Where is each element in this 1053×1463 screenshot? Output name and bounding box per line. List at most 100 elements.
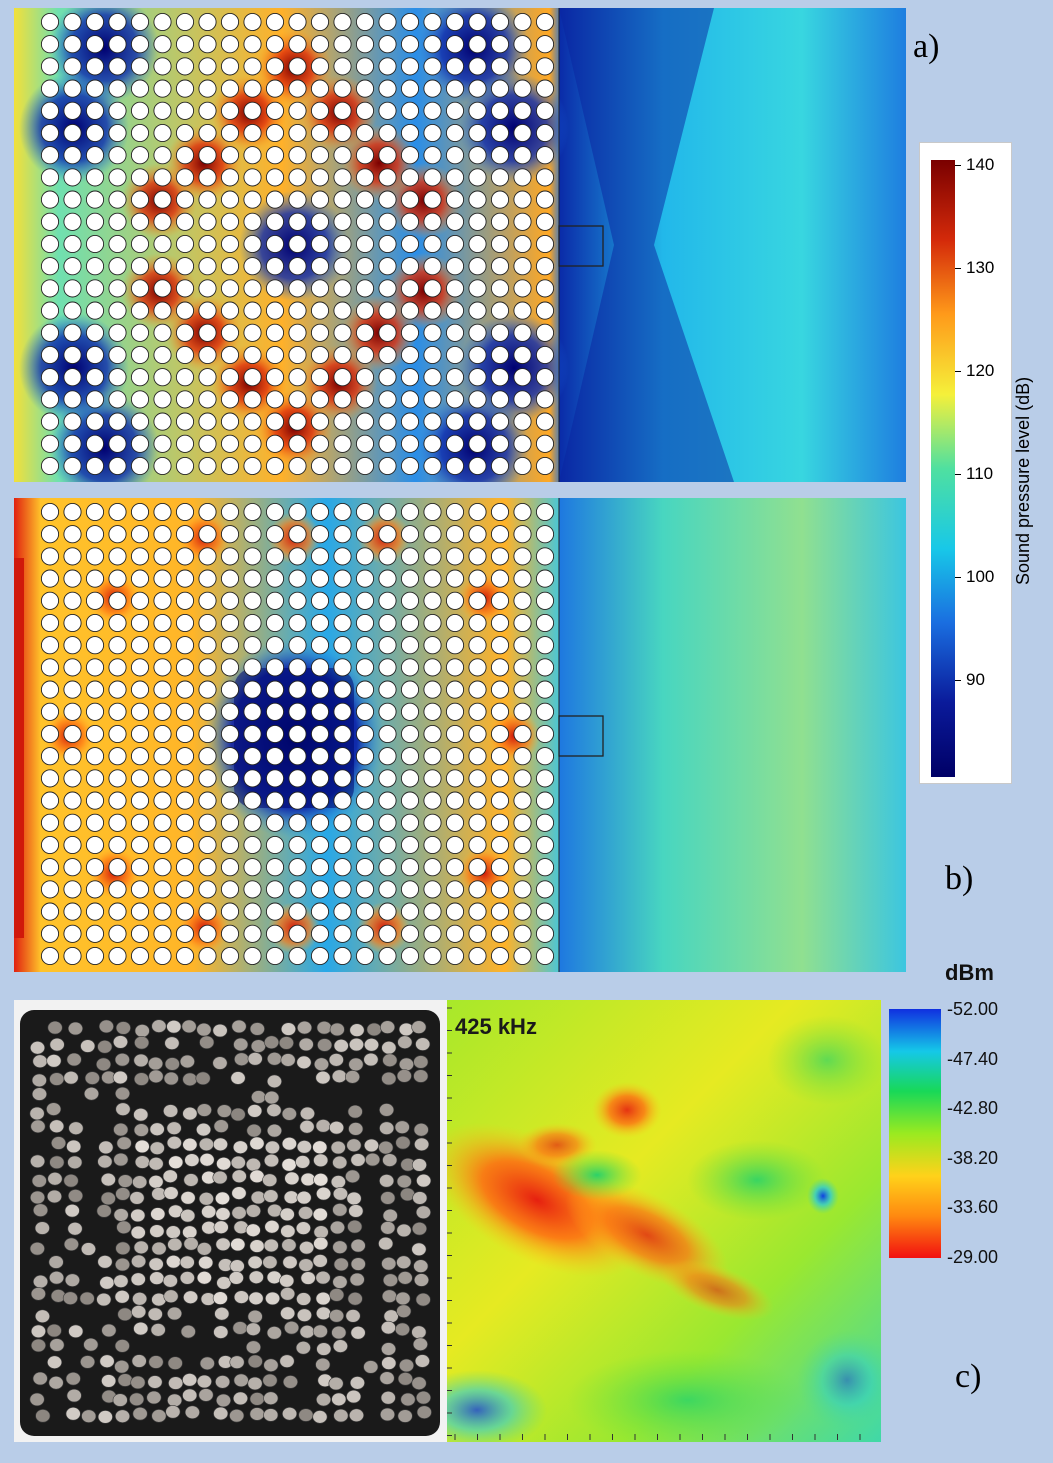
cylinder [490,234,510,254]
cylinder [243,412,262,431]
rod [396,1174,412,1189]
rod [233,1290,249,1304]
rod [344,1070,360,1084]
cylinder [288,502,307,522]
cylinder [535,279,555,298]
cylinder [130,456,150,476]
rod [346,1191,362,1206]
cylinder [153,345,172,365]
cylinder [535,345,555,365]
rod [380,1221,396,1235]
cylinder [310,12,330,32]
rod [167,1356,183,1370]
cylinder [220,835,240,855]
rod [30,1119,46,1134]
rod [315,1306,331,1321]
cylinder [85,791,105,810]
cylinder [198,769,217,788]
rod [49,1270,65,1285]
cylinder [378,279,397,298]
cylinder [175,123,195,143]
cylinder [378,190,397,209]
cylinder [130,569,150,588]
rod [132,1406,148,1421]
cylinder [130,946,150,966]
rod [79,1291,95,1306]
rod [299,1120,315,1134]
cylinder [423,547,442,566]
cylinder [513,79,532,98]
cylinder [310,791,330,810]
cylinder [265,368,285,387]
rod [381,1041,397,1055]
rod [46,1102,62,1116]
cylinder [378,613,397,633]
cylinder [243,591,262,610]
cylinder [130,301,150,320]
rod [49,1037,65,1052]
cylinder [378,234,397,254]
cylinder [333,257,352,276]
rod [381,1289,397,1303]
rod [114,1053,130,1067]
cylinder [175,190,195,209]
cylinder [535,569,555,588]
rod [231,1169,247,1183]
rod [348,1037,364,1052]
rod [415,1292,431,1307]
rod [47,1020,63,1035]
rod [315,1119,331,1133]
rod [332,1240,348,1254]
cylinder [513,858,532,877]
rod [251,1090,267,1104]
rod [196,1122,212,1137]
cylinder [220,123,240,143]
rod [299,1106,315,1121]
rod [163,1104,179,1118]
cylinder [355,57,375,76]
cylinder [243,502,262,522]
cylinder [288,168,307,187]
cylinder [243,390,262,409]
cylinder [513,323,532,342]
rod [300,1172,316,1187]
cylinder [108,323,127,342]
cylinder [175,680,195,699]
rod [167,1237,183,1252]
cylinder [310,323,330,342]
cylinder [333,880,352,899]
rod [134,1024,150,1038]
cylinder [108,123,127,143]
cylinder [490,434,510,453]
cylinder [513,345,532,365]
rod [83,1087,99,1101]
cylinder [265,12,285,32]
cylinder [63,835,82,855]
cylinder [85,769,105,788]
rod [133,1321,149,1336]
cylinder [130,858,150,877]
cylinder [288,680,307,699]
cylinder [288,146,307,165]
cylinder [535,724,555,744]
rod [315,1070,331,1085]
rod [29,1392,45,1407]
cylinder [400,924,420,943]
cylinder [243,12,262,32]
rod [279,1207,295,1222]
rod [215,1375,231,1389]
cylinder [288,636,307,655]
rod [317,1038,333,1052]
rod [395,1291,411,1306]
cylinder [310,547,330,566]
cylinder [265,858,285,877]
cylinder [310,390,330,409]
rod [201,1205,217,1219]
cylinder [85,279,105,298]
rod [166,1254,182,1269]
cylinder [310,257,330,276]
cylinder [288,613,307,633]
cylinder [63,613,82,633]
rod [179,1271,195,1285]
rod [396,1304,412,1318]
